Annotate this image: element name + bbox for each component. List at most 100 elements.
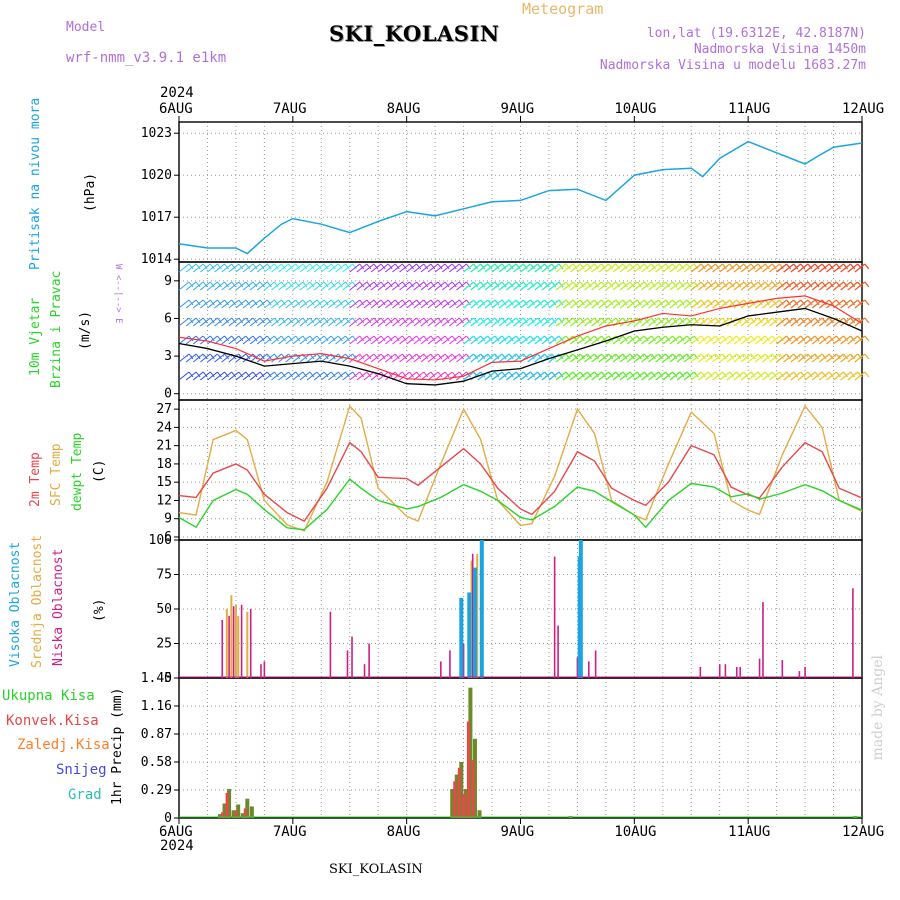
y-tick-label: 18 <box>156 457 172 472</box>
wind-barb-flag <box>430 263 436 270</box>
wind-barb-flag <box>352 335 358 342</box>
cloud-bar <box>263 661 266 678</box>
wind-barb <box>520 371 531 381</box>
wind-barb <box>847 353 859 363</box>
wind-barb <box>342 371 353 381</box>
wind-barb <box>214 353 225 363</box>
wind-barb <box>626 353 638 363</box>
wind-barb-flag <box>487 281 493 288</box>
wind-barb <box>363 335 375 345</box>
wind-barb-flag <box>508 353 514 360</box>
wind-barb <box>306 299 318 309</box>
wind-barb <box>413 299 425 309</box>
wind-barb-flag <box>615 353 621 360</box>
wind-barb-flag <box>529 335 536 342</box>
wind-barb <box>697 281 709 291</box>
wind-barb <box>463 371 474 381</box>
wind-barb-flag <box>828 335 834 342</box>
wind-barb-flag <box>345 371 350 378</box>
wind-barb <box>754 335 766 345</box>
wind-barb <box>214 263 225 273</box>
wind-barb-flag <box>601 353 607 360</box>
wind-barb-flag <box>850 353 856 360</box>
wind-barb <box>605 353 617 363</box>
wind-barb-flag <box>565 317 571 324</box>
wind-barb-flag <box>786 281 792 288</box>
cloud-bar <box>471 553 474 678</box>
wind-barb <box>335 263 346 273</box>
wind-barb <box>648 263 659 273</box>
wind-barb <box>477 281 489 291</box>
cloud-bar <box>479 540 484 678</box>
wind-barb-flag <box>537 281 543 288</box>
wind-barb <box>328 335 339 345</box>
wind-barb <box>818 263 830 273</box>
wind-barb-flag <box>650 299 656 306</box>
wind-barb <box>313 299 325 309</box>
wind-barb <box>690 371 702 381</box>
wind-barb-flag <box>231 335 237 342</box>
wind-barb-flag <box>316 335 322 342</box>
cloud-bar <box>260 664 262 678</box>
wind-barb <box>769 299 780 309</box>
wind-barb-flag <box>857 335 863 342</box>
wind-barb-flag <box>209 317 215 324</box>
wind-barb-flag <box>245 317 251 324</box>
wind-barb-flag <box>594 299 600 306</box>
wind-barb-flag <box>437 353 443 360</box>
wind-barb-flag <box>380 335 386 342</box>
wind-barb-flag <box>601 281 607 288</box>
wind-barb <box>690 281 702 291</box>
wind-barb-flag <box>494 299 500 306</box>
wind-barb <box>569 317 581 327</box>
wind-barb-flag <box>323 353 329 360</box>
wind-barb <box>626 371 638 381</box>
wind-barb <box>512 263 524 273</box>
wind-barb-flag <box>743 263 749 270</box>
wind-barb-flag <box>800 335 806 342</box>
wind-barb-flag <box>764 263 770 270</box>
wind-barb-flag <box>757 317 763 324</box>
wind-barb <box>491 281 503 291</box>
wind-barb-flag <box>857 353 863 360</box>
wind-barb <box>740 353 752 363</box>
wind-barb <box>641 353 652 363</box>
cloud-bar <box>578 540 583 678</box>
wind-barb <box>562 299 574 309</box>
wind-barb-flag <box>231 263 237 270</box>
wind-barb <box>641 317 652 327</box>
cloud-bar <box>718 664 721 678</box>
wind-barb-flag <box>231 317 237 324</box>
wind-barb <box>342 281 353 291</box>
wind-barb-flag <box>700 371 706 378</box>
wind-barb <box>598 317 610 327</box>
wind-barb <box>249 299 261 309</box>
wind-barb-flag <box>366 335 372 342</box>
wind-barb-flag <box>828 371 834 378</box>
wind-barb <box>562 317 574 327</box>
wind-barb-flag <box>722 299 728 306</box>
wind-compass: W <--|--> E <box>113 264 123 324</box>
altitude-text: Nadmorska Visina 1450m <box>693 42 866 57</box>
wind-barb-flag <box>601 263 607 270</box>
precip-conv-bar <box>466 721 470 818</box>
wind-barb-flag <box>423 263 429 270</box>
wind-barb <box>776 281 788 291</box>
wind-barb <box>747 353 759 363</box>
wind-barb-flag <box>650 263 656 270</box>
wind-barb-flag <box>622 299 628 306</box>
wind-barb-flag <box>366 299 372 306</box>
wind-barb-flag <box>672 263 678 270</box>
wind-barb <box>683 299 695 309</box>
wind-barb <box>271 281 282 291</box>
wind-barb-flag <box>188 299 194 306</box>
wind-barb <box>527 299 539 309</box>
wind-barb-flag <box>266 317 272 324</box>
wind-barb-flag <box>238 371 244 378</box>
wind-barb <box>797 281 809 291</box>
wind-barb-flag <box>387 353 393 360</box>
wind-barb <box>555 353 567 363</box>
wind-barb <box>776 299 788 309</box>
wind-barb-flag <box>743 335 749 342</box>
wind-barb <box>498 353 510 363</box>
